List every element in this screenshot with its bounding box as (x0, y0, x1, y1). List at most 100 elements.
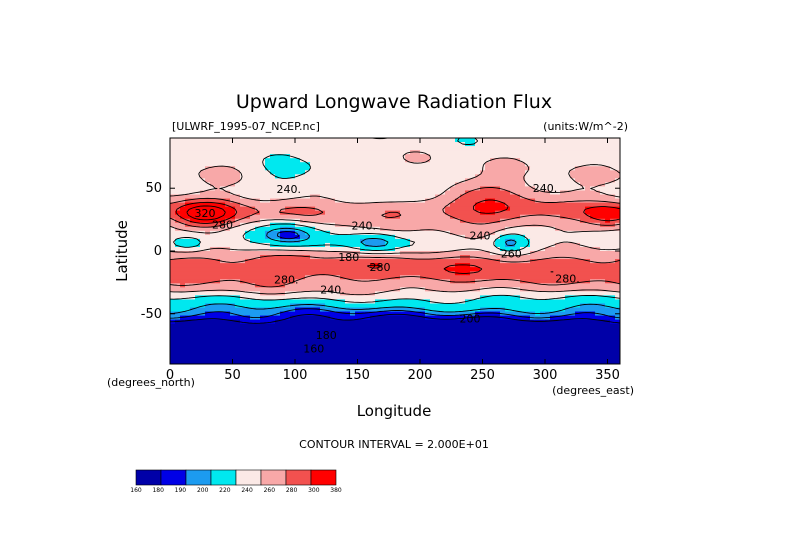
field-cell (380, 251, 386, 256)
field-cell (340, 202, 346, 208)
field-cell (550, 275, 556, 280)
field-cell (595, 323, 601, 329)
field-cell (565, 186, 571, 191)
field-cell (175, 347, 181, 353)
field-cell (385, 359, 391, 365)
field-cell (325, 315, 331, 321)
field-cell (240, 238, 246, 244)
field-cell (365, 267, 371, 272)
field-cell (580, 283, 586, 288)
field-cell (540, 166, 546, 171)
field-cell (455, 275, 461, 280)
field-cell (190, 355, 196, 361)
field-cell (330, 275, 336, 280)
field-cell (375, 355, 381, 361)
field-cell (285, 218, 291, 224)
field-cell (480, 331, 486, 337)
field-cell (325, 162, 331, 167)
field-cell (550, 335, 556, 341)
field-cell (170, 246, 176, 252)
field-cell (265, 238, 271, 244)
field-cell (265, 323, 271, 329)
field-cell (205, 359, 211, 365)
field-cell (530, 226, 536, 232)
field-cell (380, 234, 386, 240)
field-cell (395, 138, 401, 143)
field-cell (590, 251, 596, 256)
field-cell (280, 174, 286, 179)
field-cell (330, 218, 336, 224)
field-cell (525, 263, 531, 268)
field-cell (245, 230, 251, 236)
field-cell (555, 251, 561, 256)
field-cell (315, 210, 321, 216)
field-cell (285, 359, 291, 365)
field-cell (170, 351, 176, 357)
field-cell (570, 150, 576, 155)
field-cell (210, 222, 216, 228)
field-cell (460, 210, 466, 216)
field-cell (275, 263, 281, 268)
field-cell (535, 170, 541, 175)
field-cell (190, 210, 196, 216)
field-cell (410, 291, 416, 296)
field-cell (335, 303, 341, 308)
field-cell (490, 162, 496, 167)
field-cell (375, 279, 381, 284)
field-cell (485, 343, 491, 349)
field-cell (205, 347, 211, 353)
field-cell (445, 319, 451, 325)
field-cell (555, 206, 561, 212)
field-cell (435, 255, 441, 260)
field-cell (520, 242, 526, 248)
field-cell (285, 222, 291, 228)
field-cell (575, 295, 581, 300)
field-cell (455, 226, 461, 232)
field-cell (600, 311, 606, 316)
field-cell (225, 251, 231, 256)
field-cell (510, 283, 516, 288)
field-cell (415, 323, 421, 329)
field-cell (570, 162, 576, 167)
field-cell (370, 218, 376, 224)
field-cell (570, 331, 576, 337)
field-cell (560, 138, 566, 143)
field-cell (340, 251, 346, 256)
field-cell (435, 202, 441, 208)
field-cell (395, 267, 401, 272)
field-cell (575, 343, 581, 349)
field-cell (570, 275, 576, 280)
field-cell (365, 146, 371, 151)
field-cell (215, 355, 221, 361)
field-cell (235, 339, 241, 345)
field-cell (530, 242, 536, 248)
field-cell (175, 323, 181, 329)
field-cell (485, 307, 491, 312)
field-cell (180, 166, 186, 171)
field-cell (590, 202, 596, 208)
field-cell (520, 291, 526, 296)
field-cell (390, 166, 396, 171)
field-cell (265, 186, 271, 191)
field-cell (240, 271, 246, 276)
field-cell (235, 162, 241, 167)
field-cell (225, 150, 231, 155)
field-cell (510, 202, 516, 208)
field-cell (440, 210, 446, 216)
field-cell (260, 315, 266, 321)
field-cell (195, 339, 201, 345)
field-cell (420, 174, 426, 179)
field-cell (540, 263, 546, 268)
field-cell (530, 331, 536, 337)
field-cell (465, 234, 471, 240)
field-cell (455, 351, 461, 357)
field-cell (185, 242, 191, 248)
field-cell (360, 263, 366, 268)
field-cell (325, 271, 331, 276)
field-cell (435, 279, 441, 284)
field-cell (235, 154, 241, 159)
field-cell (495, 291, 501, 296)
field-cell (240, 267, 246, 272)
field-cell (205, 355, 211, 361)
field-cell (365, 295, 371, 300)
